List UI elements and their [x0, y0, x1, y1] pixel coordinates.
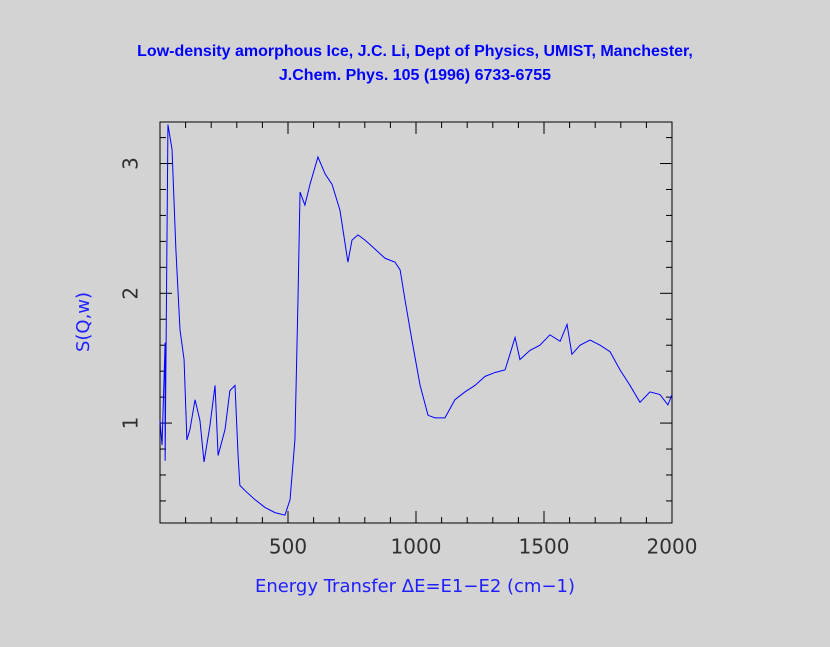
y-axis-label: S(Q,w) [73, 292, 94, 352]
y-tick-label: 2 [119, 287, 143, 300]
chart-title: Low-density amorphous Ice, J.C. Li, Dept… [137, 43, 693, 60]
data-line [159, 124, 673, 516]
x-tick-label: 2000 [647, 535, 698, 559]
x-axis-label: Energy Transfer ΔE=E1−E2 (cm−1) [255, 576, 575, 597]
x-tick-label: 1000 [391, 535, 442, 559]
chart-title: J.Chem. Phys. 105 (1996) 6733-6755 [279, 67, 551, 84]
x-tick-label: 1500 [519, 535, 570, 559]
y-tick-label: 1 [119, 417, 143, 430]
x-tick-label: 500 [269, 535, 307, 559]
y-tick-label: 3 [119, 157, 143, 170]
